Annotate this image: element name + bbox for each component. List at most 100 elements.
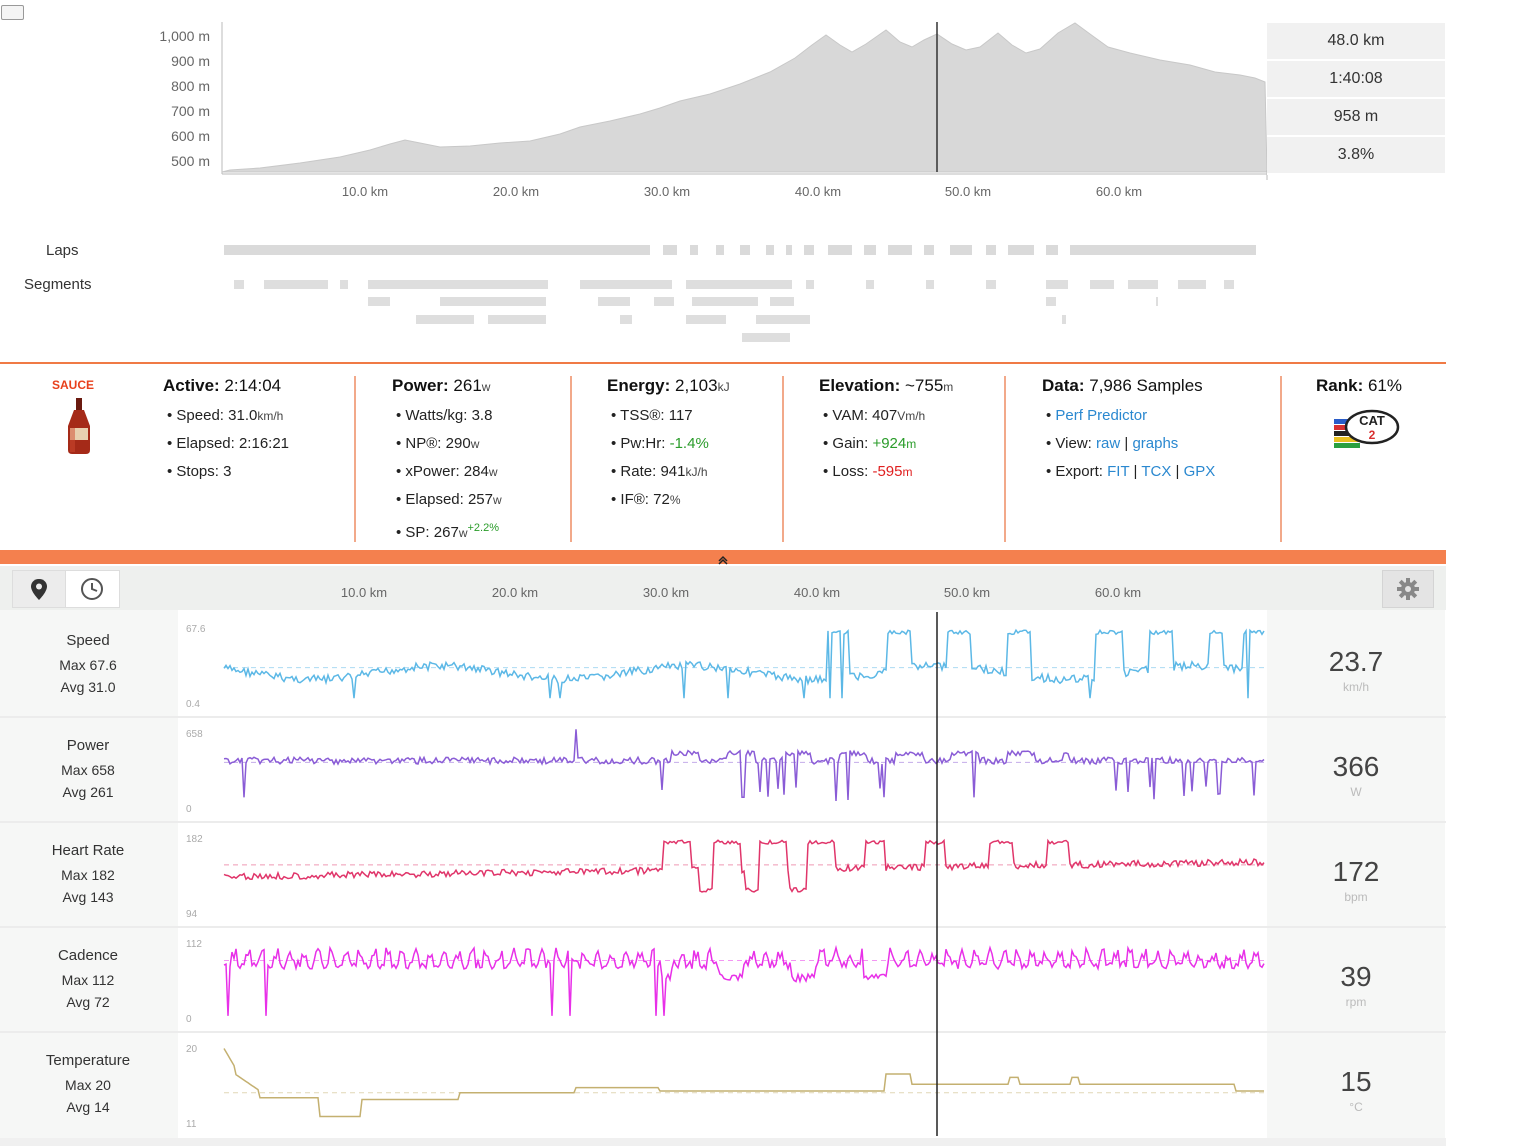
segment-bar[interactable]: [488, 315, 546, 324]
lap-bar[interactable]: [986, 245, 996, 255]
stream-avg: Avg 261: [0, 784, 176, 800]
lap-bar[interactable]: [864, 245, 876, 255]
streams-toolbar: [0, 566, 1446, 610]
segment-bar[interactable]: [1046, 297, 1056, 306]
heart-rate-stream-label: Heart Rate Max 182 Avg 143: [0, 842, 176, 905]
segment-bar[interactable]: [440, 297, 546, 306]
segment-bar[interactable]: [654, 297, 674, 306]
segment-bar[interactable]: [686, 280, 792, 289]
gear-icon[interactable]: [1382, 570, 1434, 608]
gain-row: • Gain: +924m: [823, 435, 917, 452]
lap-bar[interactable]: [716, 245, 724, 255]
tss-row: • TSS®: 117: [611, 407, 693, 424]
rate-label: Rate:: [620, 463, 657, 480]
if-value: 72: [653, 491, 670, 508]
summary-top-divider: [0, 362, 1446, 364]
segment-bar[interactable]: [340, 280, 348, 289]
lap-bar[interactable]: [690, 245, 698, 255]
lap-bar[interactable]: [1008, 245, 1034, 255]
stream-row-divider: [0, 926, 1446, 928]
rank-column: Rank: 61%: [1316, 376, 1402, 405]
wkg-label: Watts/kg:: [405, 407, 468, 424]
view-raw-link[interactable]: raw: [1096, 435, 1121, 452]
lap-bar[interactable]: [766, 245, 774, 255]
export-tcx-link[interactable]: TCX: [1141, 463, 1172, 480]
segment-bar[interactable]: [580, 280, 672, 289]
temperature-stream-label: Temperature Max 20 Avg 14: [0, 1052, 176, 1115]
collapse-up-icon[interactable]: [718, 552, 728, 565]
power-heading: Power: 261w: [392, 376, 502, 396]
cadence-trace: [223, 944, 1265, 1016]
export-fit-link[interactable]: FIT: [1107, 463, 1130, 480]
segment-bar[interactable]: [866, 280, 874, 289]
segment-bar[interactable]: [1156, 297, 1158, 306]
lap-bar[interactable]: [740, 245, 750, 255]
segment-bar[interactable]: [416, 315, 474, 324]
stream-avg-value: 31.0: [88, 679, 116, 695]
segment-bar[interactable]: [1224, 280, 1234, 289]
segment-bar[interactable]: [1046, 280, 1068, 289]
collapse-bar[interactable]: [0, 550, 1446, 565]
elevation-unit: m: [943, 380, 954, 394]
segment-bar[interactable]: [1090, 280, 1114, 289]
active-value: 2:14:04: [224, 376, 282, 395]
segment-bar[interactable]: [620, 315, 632, 324]
segment-bar[interactable]: [368, 297, 390, 306]
view-mode-toggle: [12, 570, 120, 608]
elevation-chart[interactable]: [0, 0, 1536, 560]
lap-bar[interactable]: [828, 245, 852, 255]
sp-delta: +2.2%: [467, 522, 499, 534]
segment-bar[interactable]: [368, 280, 548, 289]
segment-bar[interactable]: [264, 280, 328, 289]
lap-bar[interactable]: [1070, 245, 1256, 255]
segment-bar[interactable]: [742, 333, 790, 342]
segment-bar[interactable]: [756, 315, 810, 324]
elevation-y-tick: 500 m: [171, 153, 210, 169]
segment-bar[interactable]: [692, 297, 758, 306]
speed-unit: km/h: [257, 409, 284, 423]
lap-bar[interactable]: [804, 245, 814, 255]
stream-name: Heart Rate: [51, 842, 125, 859]
lap-bar[interactable]: [888, 245, 912, 255]
lap-bar[interactable]: [950, 245, 972, 255]
cat-badge-text: CAT: [1359, 413, 1385, 428]
loss-unit: m: [902, 465, 913, 479]
segment-bar[interactable]: [686, 315, 726, 324]
lap-bar[interactable]: [224, 245, 650, 255]
stops-value: 3: [223, 463, 232, 480]
xpower-unit: w: [488, 465, 498, 479]
perf-predictor-link[interactable]: Perf Predictor: [1055, 407, 1148, 424]
stream-current-number: 366: [1332, 751, 1380, 782]
lap-bar[interactable]: [1046, 245, 1058, 255]
power-elapsed-value: 257: [467, 491, 493, 508]
lap-bar[interactable]: [786, 245, 792, 255]
energy-value: 2,103: [675, 376, 718, 395]
export-gpx-link[interactable]: GPX: [1183, 463, 1216, 480]
segment-bar[interactable]: [986, 280, 996, 289]
segment-bar[interactable]: [770, 297, 794, 306]
heart-rate-current-value: 172 bpm: [1267, 856, 1445, 904]
elapsed-row: • Elapsed: 2:16:21: [167, 435, 290, 452]
lap-bar[interactable]: [924, 245, 934, 255]
view-graphs-link[interactable]: graphs: [1132, 435, 1179, 452]
keyboard-icon[interactable]: [1, 5, 24, 20]
stream-name: Temperature: [45, 1052, 131, 1069]
stream-current-number: 15: [1340, 1066, 1372, 1097]
segment-bar[interactable]: [806, 280, 814, 289]
segment-bar[interactable]: [598, 297, 630, 306]
rate-row: • Rate: 941kJ/h: [611, 463, 708, 480]
segment-bar[interactable]: [1062, 315, 1066, 324]
stream-avg-value: 14: [94, 1099, 110, 1115]
power-column: Power: 261w • Watts/kg: 3.8 • NP®: 290w …: [392, 376, 502, 545]
segment-bar[interactable]: [1178, 280, 1206, 289]
lap-bar[interactable]: [663, 245, 677, 255]
stream-current-unit: °C: [1349, 1100, 1363, 1114]
clock-icon[interactable]: [66, 571, 119, 607]
segment-bar[interactable]: [926, 280, 934, 289]
segment-bar[interactable]: [1128, 280, 1158, 289]
map-pin-icon[interactable]: [13, 571, 66, 607]
power-unit: w: [481, 380, 491, 394]
segment-bar[interactable]: [234, 280, 244, 289]
pwhr-value: -1.4%: [669, 435, 709, 452]
cursor-grade-stat: 3.8%: [1267, 137, 1445, 175]
